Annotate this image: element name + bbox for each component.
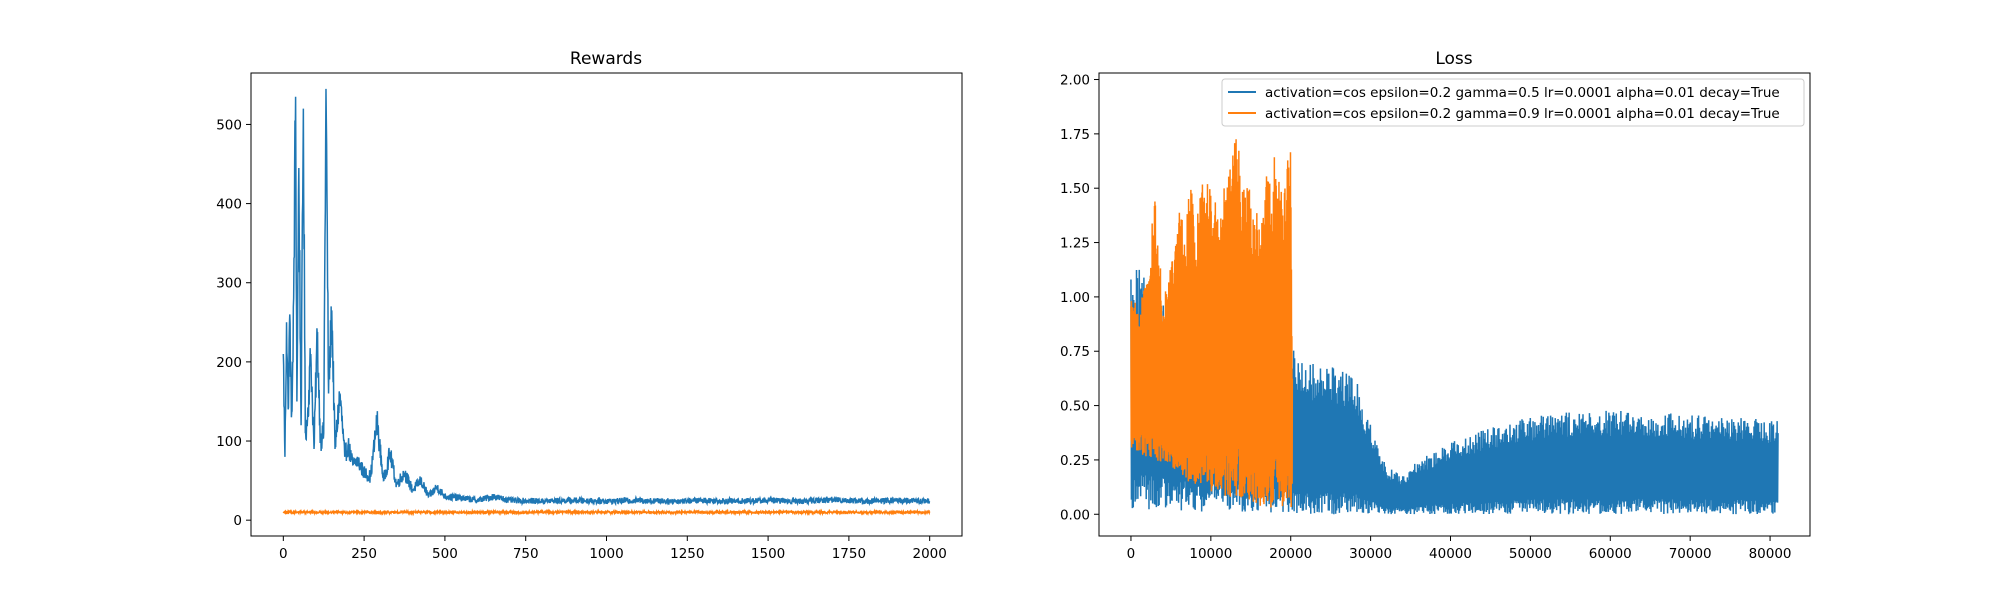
x-tick-label: 10000 bbox=[1189, 546, 1232, 562]
x-tick-label: 30000 bbox=[1349, 546, 1392, 562]
rewards-chart-title: Rewards bbox=[570, 49, 642, 69]
y-tick-label: 200 bbox=[216, 355, 242, 371]
x-tick-label: 60000 bbox=[1589, 546, 1632, 562]
x-tick-label: 70000 bbox=[1669, 546, 1712, 562]
y-tick-label: 1.75 bbox=[1060, 127, 1090, 143]
x-tick-label: 80000 bbox=[1749, 546, 1792, 562]
loss-chart: Loss 0 10000 20000 30000 40000 50000 60000 7000… bbox=[1060, 49, 1811, 562]
rewards-plot-frame bbox=[250, 72, 963, 537]
x-tick-label: 40000 bbox=[1429, 546, 1472, 562]
y-tick-label: 0 bbox=[233, 513, 242, 529]
x-tick-label: 500 bbox=[432, 546, 458, 562]
x-tick-label: 50000 bbox=[1509, 546, 1552, 562]
x-tick-label: 2000 bbox=[913, 546, 947, 562]
x-tick-label: 1500 bbox=[751, 546, 785, 562]
loss-legend: activation=cos epsilon=0.2 gamma=0.5 lr=… bbox=[1221, 78, 1805, 127]
x-tick-label: 1750 bbox=[832, 546, 866, 562]
loss-plot-frame bbox=[1098, 72, 1811, 537]
y-tick-label: 0.25 bbox=[1060, 453, 1090, 469]
x-tick-label: 750 bbox=[513, 546, 539, 562]
x-tick-label: 1000 bbox=[589, 546, 623, 562]
y-tick-label: 100 bbox=[216, 434, 242, 450]
y-tick-label: 0.00 bbox=[1060, 507, 1090, 523]
rewards-tick-group: 0 250 500 750 1000 1250 1500 1750 2000 0 100 200 300… bbox=[216, 117, 947, 562]
x-tick-label: 1250 bbox=[670, 546, 704, 562]
x-tick-label: 0 bbox=[1127, 546, 1136, 562]
rewards-chart: Rewards 0 250 500 750 1000 1250 1500 1750 2000 0 1… bbox=[216, 49, 963, 562]
x-tick-label: 250 bbox=[351, 546, 377, 562]
y-tick-label: 1.50 bbox=[1060, 181, 1090, 197]
rewards-series-line-0 bbox=[282, 88, 931, 507]
y-tick-label: 0.50 bbox=[1060, 399, 1090, 415]
y-tick-label: 1.00 bbox=[1060, 290, 1090, 306]
y-tick-label: 400 bbox=[216, 197, 242, 213]
x-tick-label: 0 bbox=[279, 546, 288, 562]
y-tick-label: 0.75 bbox=[1060, 344, 1090, 360]
y-tick-label: 1.25 bbox=[1060, 236, 1090, 252]
legend-box bbox=[1221, 78, 1805, 127]
legend-entry-gamma-0.9: activation=cos epsilon=0.2 gamma=0.9 lr=… bbox=[1265, 106, 1780, 122]
y-tick-label: 500 bbox=[216, 117, 242, 133]
rewards-series-group bbox=[282, 88, 931, 517]
loss-series-group bbox=[1130, 139, 1779, 515]
y-tick-label: 300 bbox=[216, 276, 242, 292]
loss-series-line-1 bbox=[1130, 139, 1294, 508]
rewards-series-line-1 bbox=[282, 508, 931, 517]
y-tick-label: 2.00 bbox=[1060, 73, 1090, 89]
loss-tick-group: 0 10000 20000 30000 40000 50000 60000 70000 8000… bbox=[1060, 73, 1792, 562]
x-tick-label: 20000 bbox=[1269, 546, 1312, 562]
loss-chart-title: Loss bbox=[1435, 49, 1472, 69]
legend-entry-gamma-0.5: activation=cos epsilon=0.2 gamma=0.5 lr=… bbox=[1265, 85, 1780, 101]
